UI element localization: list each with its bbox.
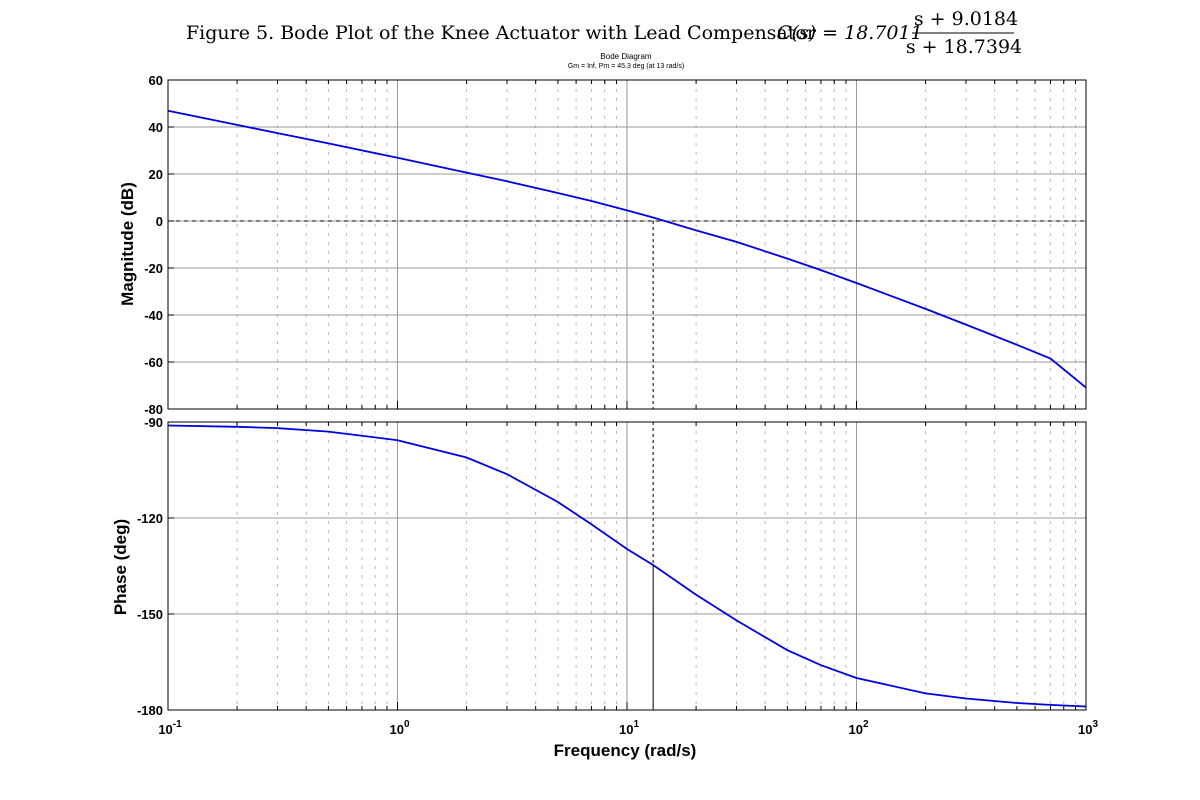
- y-tick-label: -60: [144, 355, 163, 370]
- y-tick-label: -40: [144, 308, 163, 323]
- y-tick-label: -80: [144, 402, 163, 417]
- y-tick-label: -150: [137, 607, 163, 622]
- plot-frame: [167, 421, 1087, 711]
- x-tick-label: 10-1: [158, 719, 182, 737]
- x-tick-label: 103: [1078, 719, 1098, 737]
- magnitude-panel: 60 40 20 0 -20 -40 -60 -80: [144, 73, 1087, 417]
- plot-frame: [167, 79, 1087, 410]
- y-tick-label: -20: [144, 261, 163, 276]
- x-tick-labels: 10-1 100 101 102 103: [158, 719, 1098, 737]
- y-tick-label: 20: [149, 167, 163, 182]
- chart-subtitle: Gm = Inf, Pm = 45.3 deg (at 13 rad/s): [568, 63, 684, 70]
- y-tick-label: 40: [149, 120, 163, 135]
- y-tick-label: -90: [144, 415, 163, 430]
- phase-panel: -90 -120 -150 -180: [137, 415, 1087, 718]
- x-tick-label: 100: [389, 719, 409, 737]
- chart-title: Bode Diagram: [600, 52, 651, 61]
- series-line: [167, 109, 1087, 389]
- y-tick-label: 0: [156, 214, 163, 229]
- caption-numerator: s + 9.0184: [914, 8, 1018, 30]
- y-tick-label: 60: [149, 73, 163, 88]
- phase-axis-label: Phase (deg): [111, 519, 130, 615]
- caption-math: C(s) = 18.7011: [777, 22, 923, 44]
- caption-prefix: Figure 5. Bode Plot of the Knee Actuator…: [186, 22, 817, 44]
- caption-denominator: s + 18.7394: [906, 36, 1022, 58]
- x-tick-label: 102: [848, 719, 868, 737]
- y-tick-label: -120: [137, 511, 163, 526]
- x-tick-label: 101: [619, 719, 639, 737]
- figure-caption: Figure 5. Bode Plot of the Knee Actuator…: [186, 8, 1022, 58]
- series-line: [167, 424, 1087, 708]
- x-axis-label: Frequency (rad/s): [554, 741, 697, 760]
- magnitude-axis-label: Magnitude (dB): [118, 182, 137, 306]
- y-tick-label: -180: [137, 703, 163, 718]
